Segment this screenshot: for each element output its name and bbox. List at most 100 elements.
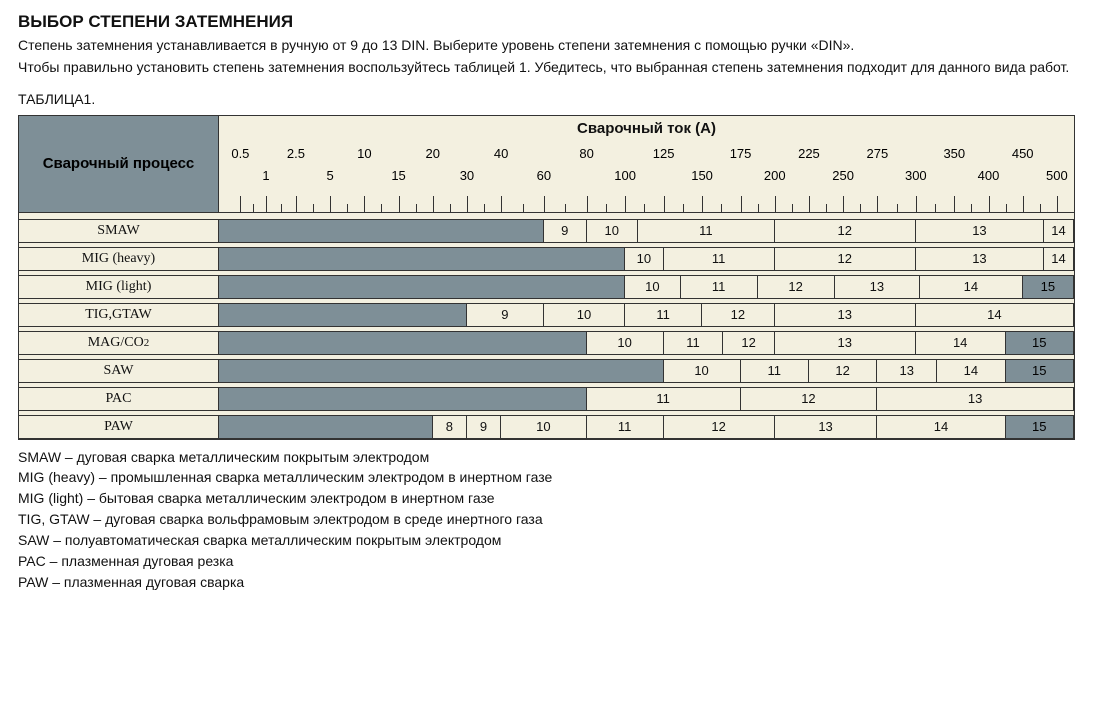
header-process-label: Сварочный процесс (19, 116, 219, 212)
shade-segment: 9 (467, 304, 544, 326)
shade-segment: 11 (587, 388, 741, 410)
process-bar: 101112131415 (219, 359, 1074, 383)
process-label: PAC (19, 387, 219, 411)
shade-segment: 14 (916, 332, 1006, 354)
tick-mark-minor (281, 204, 282, 212)
shade-segment-blank (219, 220, 544, 242)
tick-mark (989, 196, 990, 212)
tick-mark-minor (826, 204, 827, 212)
header-current-title: Сварочный ток (A) (219, 116, 1074, 144)
tick-label-upper: 2.5 (287, 146, 305, 161)
shade-segment: 10 (587, 332, 664, 354)
process-label: SMAW (19, 219, 219, 243)
shade-segment: 12 (664, 416, 775, 438)
tick-label-upper: 450 (1012, 146, 1034, 161)
tick-label-lower: 30 (460, 168, 474, 183)
current-ruler: 0.52.51020408012517522527535045015153060… (219, 144, 1074, 212)
intro-paragraph-1: Степень затемнения устанавливается в руч… (18, 36, 1075, 54)
tick-mark-minor (721, 204, 722, 212)
shade-segment: 10 (501, 416, 587, 438)
shade-segment: 13 (775, 416, 878, 438)
shade-segment: 12 (809, 360, 877, 382)
process-row: MIG (heavy)1011121314 (19, 243, 1074, 271)
shade-segment: 12 (775, 220, 916, 242)
tick-label-upper: 40 (494, 146, 508, 161)
tick-mark-minor (860, 204, 861, 212)
process-bar: 91011121314 (219, 219, 1074, 243)
shade-segment: 11 (638, 220, 775, 242)
tick-label-lower: 400 (978, 168, 1000, 183)
tick-mark (916, 196, 917, 212)
tick-mark (702, 196, 703, 212)
tick-mark (775, 196, 776, 212)
tick-mark (266, 196, 267, 212)
tick-mark (954, 196, 955, 212)
tick-mark-minor (935, 204, 936, 212)
legend-line: PAC – плазменная дуговая резка (18, 552, 1075, 571)
process-row: PAC111213 (19, 383, 1074, 411)
legend-line: MIG (light) – бытовая сварка металлическ… (18, 489, 1075, 508)
process-label: MIG (light) (19, 275, 219, 299)
tick-label-upper: 10 (357, 146, 371, 161)
shade-segment: 9 (467, 416, 501, 438)
tick-mark-minor (450, 204, 451, 212)
shade-segment: 14 (920, 276, 1023, 298)
shade-segment-blank (219, 332, 587, 354)
process-row: MIG (light)101112131415 (19, 271, 1074, 299)
shade-segment-blank (219, 388, 587, 410)
tick-mark (877, 196, 878, 212)
tick-label-lower: 200 (764, 168, 786, 183)
tick-mark (664, 196, 665, 212)
shade-segment: 14 (1044, 220, 1074, 242)
shade-segment: 14 (877, 416, 1005, 438)
tick-mark (240, 196, 241, 212)
shade-segment: 8 (433, 416, 467, 438)
tick-label-lower: 100 (614, 168, 636, 183)
tick-mark (399, 196, 400, 212)
tick-mark-minor (565, 204, 566, 212)
shade-segment-blank (219, 304, 467, 326)
tick-label-upper: 0.5 (231, 146, 249, 161)
process-row: TIG,GTAW91011121314 (19, 299, 1074, 327)
tick-mark-minor (313, 204, 314, 212)
shade-segment: 13 (877, 388, 1074, 410)
tick-mark (843, 196, 844, 212)
tick-mark-minor (606, 204, 607, 212)
table-caption: ТАБЛИЦА1. (18, 90, 1075, 108)
shade-segment: 12 (758, 276, 835, 298)
shade-segment: 12 (702, 304, 775, 326)
shade-segment-blank (219, 276, 625, 298)
tick-mark-minor (758, 204, 759, 212)
process-row: MAG/CO2101112131415 (19, 327, 1074, 355)
tick-label-lower: 60 (537, 168, 551, 183)
shade-segment: 13 (916, 220, 1044, 242)
shade-segment: 12 (775, 248, 916, 270)
tick-mark (330, 196, 331, 212)
shade-segment: 9 (544, 220, 587, 242)
legend-line: MIG (heavy) – промышленная сварка металл… (18, 468, 1075, 487)
process-label: SAW (19, 359, 219, 383)
shade-segment-blank (219, 360, 664, 382)
tick-mark-minor (253, 204, 254, 212)
tick-mark-minor (1040, 204, 1041, 212)
tick-mark-minor (347, 204, 348, 212)
tick-mark-minor (381, 204, 382, 212)
tick-label-upper: 275 (866, 146, 888, 161)
section-title: ВЫБОР СТЕПЕНИ ЗАТЕМНЕНИЯ (18, 12, 1075, 32)
tick-mark-minor (971, 204, 972, 212)
tick-mark-minor (484, 204, 485, 212)
process-label: MAG/CO2 (19, 331, 219, 355)
tick-mark-minor (897, 204, 898, 212)
tick-mark-minor (416, 204, 417, 212)
legend-line: PAW – плазменная дуговая сварка (18, 573, 1075, 592)
header-current-axis: Сварочный ток (A) 0.52.51020408012517522… (219, 116, 1074, 212)
legend-block: SMAW – дуговая сварка металлическим покр… (18, 448, 1075, 592)
shade-segment: 14 (916, 304, 1074, 326)
process-row: PAW89101112131415 (19, 411, 1074, 439)
shade-segment: 14 (937, 360, 1005, 382)
tick-label-upper: 350 (943, 146, 965, 161)
tick-mark (1057, 196, 1058, 212)
tick-mark (467, 196, 468, 212)
shade-segment: 13 (775, 304, 916, 326)
tick-label-lower: 250 (832, 168, 854, 183)
